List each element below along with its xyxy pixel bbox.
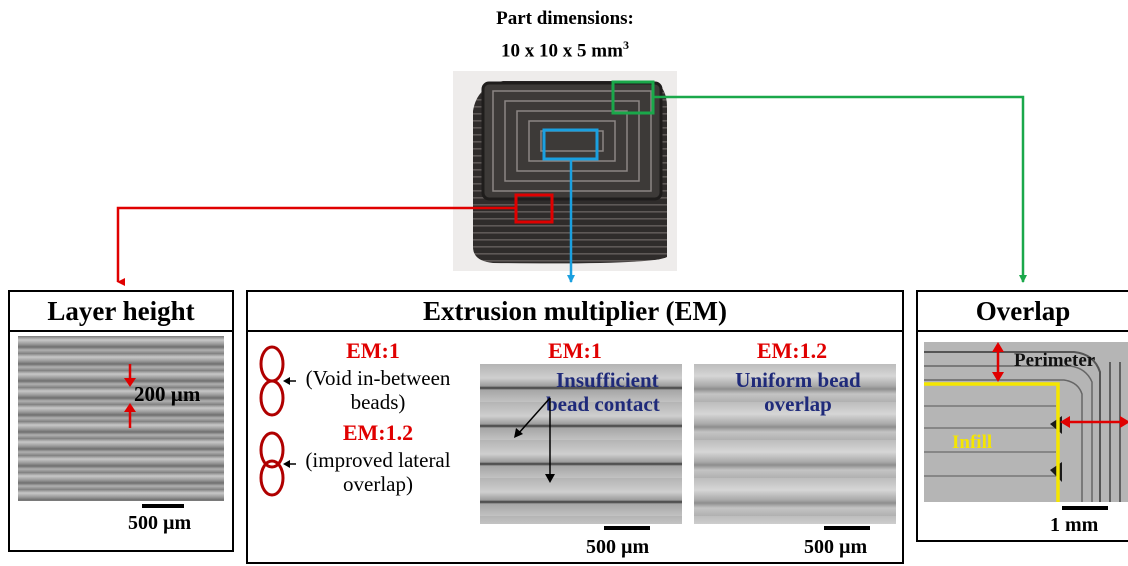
extrusion-multiplier-title: Extrusion multiplier (EM) <box>248 292 902 332</box>
part-dimensions-label: Part dimensions: <box>496 8 634 29</box>
em12-sem-image <box>694 364 896 524</box>
part-dimensions-value: 10 x 10 x 5 mm3 <box>501 38 629 62</box>
legend-em1-note-line1: (Void in-between <box>305 366 451 390</box>
bead-oval-1 <box>259 345 285 383</box>
perimeter-label: Perimeter <box>1014 350 1096 371</box>
legend-em1-label: EM:1 <box>346 338 400 363</box>
overlap-panel: Overlap Perimeter Infill 1 mm <box>916 290 1128 542</box>
legend-em12-note-line1: (improved lateral <box>305 448 451 472</box>
layer-height-scale-bar <box>142 504 184 508</box>
em1-sem-image <box>480 364 682 524</box>
legend-em12-label: EM:1.2 <box>342 420 414 445</box>
green-connector <box>653 95 1027 283</box>
bead-oval-3 <box>259 431 285 469</box>
overlap-scale-bar <box>1062 506 1108 510</box>
em12-annotation-line1: Uniform bead <box>735 368 861 392</box>
layer-height-sem-image <box>18 336 224 501</box>
layer-height-title: Layer height <box>10 292 232 332</box>
image2-em-label: EM:1.2 <box>756 338 828 363</box>
legend-em1-note: (Void in-between beads) <box>288 366 468 414</box>
image1-em-label: EM:1 <box>548 338 602 363</box>
em12-annotation-line2: overlap <box>764 392 832 416</box>
layer-height-dimension-label: 200 µm <box>134 382 201 406</box>
layer-height-panel: Layer height 200 µm 500 µm <box>8 290 234 552</box>
em12-annotation: Uniform bead overlap <box>718 368 878 416</box>
bead-oval-4 <box>259 459 285 497</box>
legend-em1-note-line2: beads) <box>350 390 406 414</box>
layer-height-scale-label: 500 µm <box>128 512 192 534</box>
em1-annotation-line1: Insufficient <box>556 368 659 392</box>
em1-scale-bar <box>604 526 650 530</box>
em12-scale-bar <box>824 526 870 530</box>
bead-oval-2 <box>259 379 285 417</box>
infill-label: Infill <box>952 432 993 453</box>
em1-annotation: Insufficient bead contact <box>546 368 660 416</box>
extrusion-multiplier-panel: Extrusion multiplier (EM) EM:1 (Void in-… <box>246 290 904 564</box>
em1-annotation-line2: bead contact <box>546 392 660 416</box>
printed-part-photo <box>453 71 677 271</box>
legend-em12-note: (improved lateral overlap) <box>288 448 468 496</box>
diagram-title: Part dimensions: 10 x 10 x 5 mm3 <box>440 6 690 64</box>
printed-part-graphic <box>473 81 667 264</box>
em12-scale-label: 500 µm <box>804 536 868 558</box>
em1-scale-label: 500 µm <box>586 536 650 558</box>
overlap-scale-label: 1 mm <box>1050 514 1099 536</box>
legend-em12-note-line2: overlap) <box>343 472 413 496</box>
overlap-title: Overlap <box>918 292 1128 332</box>
